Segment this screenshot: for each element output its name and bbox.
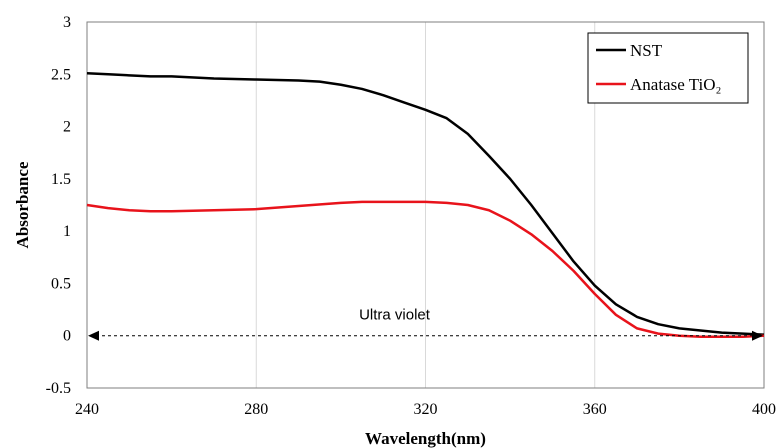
series-layer [86,71,765,339]
legend-label-nst: NST [630,41,663,60]
y-tick-label: 2 [63,119,71,136]
y-tick-label: 1 [63,223,71,240]
y-tick-label: 3 [63,14,71,31]
legend: NST Anatase TiO₂ [587,32,749,104]
arrow-head-right-icon [752,330,763,341]
annotation-layer: Ultra violet [88,307,763,341]
x-tick-label: 280 [244,401,268,418]
x-axis-title: Wavelength(nm) [365,429,486,448]
x-tick-label: 400 [752,401,776,418]
ultra-violet-label: Ultra violet [359,307,431,324]
series-line-nst [86,71,765,336]
y-tick-label: 1.5 [51,171,71,188]
y-tick-label: 0 [63,328,71,345]
y-tick-label: 2.5 [51,66,71,83]
y-axis-title: Absorbance [13,161,32,248]
x-tick-label: 320 [414,401,438,418]
x-tick-labels: 240 280 320 360 400 [75,401,776,418]
y-tick-label: 0.5 [51,275,71,292]
arrow-head-left-icon [88,330,99,341]
legend-box [587,32,749,104]
legend-label-anatase: Anatase TiO₂ [630,75,721,94]
x-tick-label: 360 [583,401,607,418]
y-tick-labels: -0.5 0 0.5 1 1.5 2 2.5 3 [46,14,71,397]
y-tick-label: -0.5 [46,380,71,397]
series-line-anatase-tio2 [86,200,765,339]
x-tick-label: 240 [75,401,99,418]
